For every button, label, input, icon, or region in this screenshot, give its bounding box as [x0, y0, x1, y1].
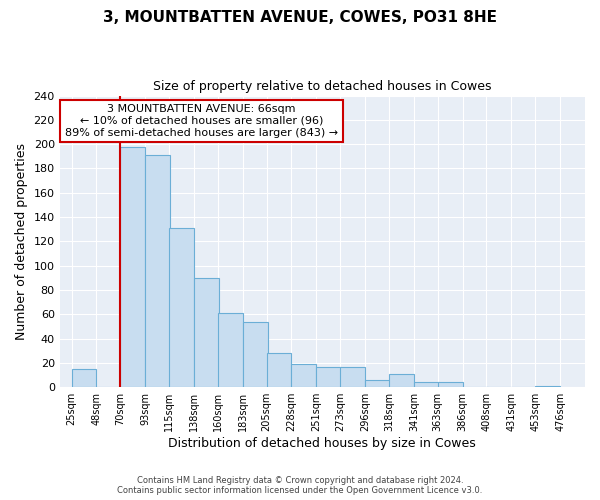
Bar — [389, 374, 414, 387]
Bar — [145, 155, 170, 387]
Bar — [121, 146, 145, 387]
Text: Contains HM Land Registry data © Crown copyright and database right 2024.
Contai: Contains HM Land Registry data © Crown c… — [118, 476, 482, 495]
Y-axis label: Number of detached properties: Number of detached properties — [15, 143, 28, 340]
Bar — [340, 366, 365, 387]
Bar — [535, 386, 560, 387]
Bar — [243, 322, 268, 387]
X-axis label: Distribution of detached houses by size in Cowes: Distribution of detached houses by size … — [169, 437, 476, 450]
Bar — [218, 313, 243, 387]
Bar — [316, 366, 341, 387]
Bar — [194, 278, 219, 387]
Bar — [365, 380, 390, 387]
Text: 3 MOUNTBATTEN AVENUE: 66sqm
← 10% of detached houses are smaller (96)
89% of sem: 3 MOUNTBATTEN AVENUE: 66sqm ← 10% of det… — [65, 104, 338, 138]
Bar — [414, 382, 439, 387]
Bar — [71, 369, 97, 387]
Title: Size of property relative to detached houses in Cowes: Size of property relative to detached ho… — [153, 80, 491, 93]
Text: 3, MOUNTBATTEN AVENUE, COWES, PO31 8HE: 3, MOUNTBATTEN AVENUE, COWES, PO31 8HE — [103, 10, 497, 25]
Bar — [292, 364, 316, 387]
Bar — [169, 228, 194, 387]
Bar — [437, 382, 463, 387]
Bar — [266, 353, 292, 387]
